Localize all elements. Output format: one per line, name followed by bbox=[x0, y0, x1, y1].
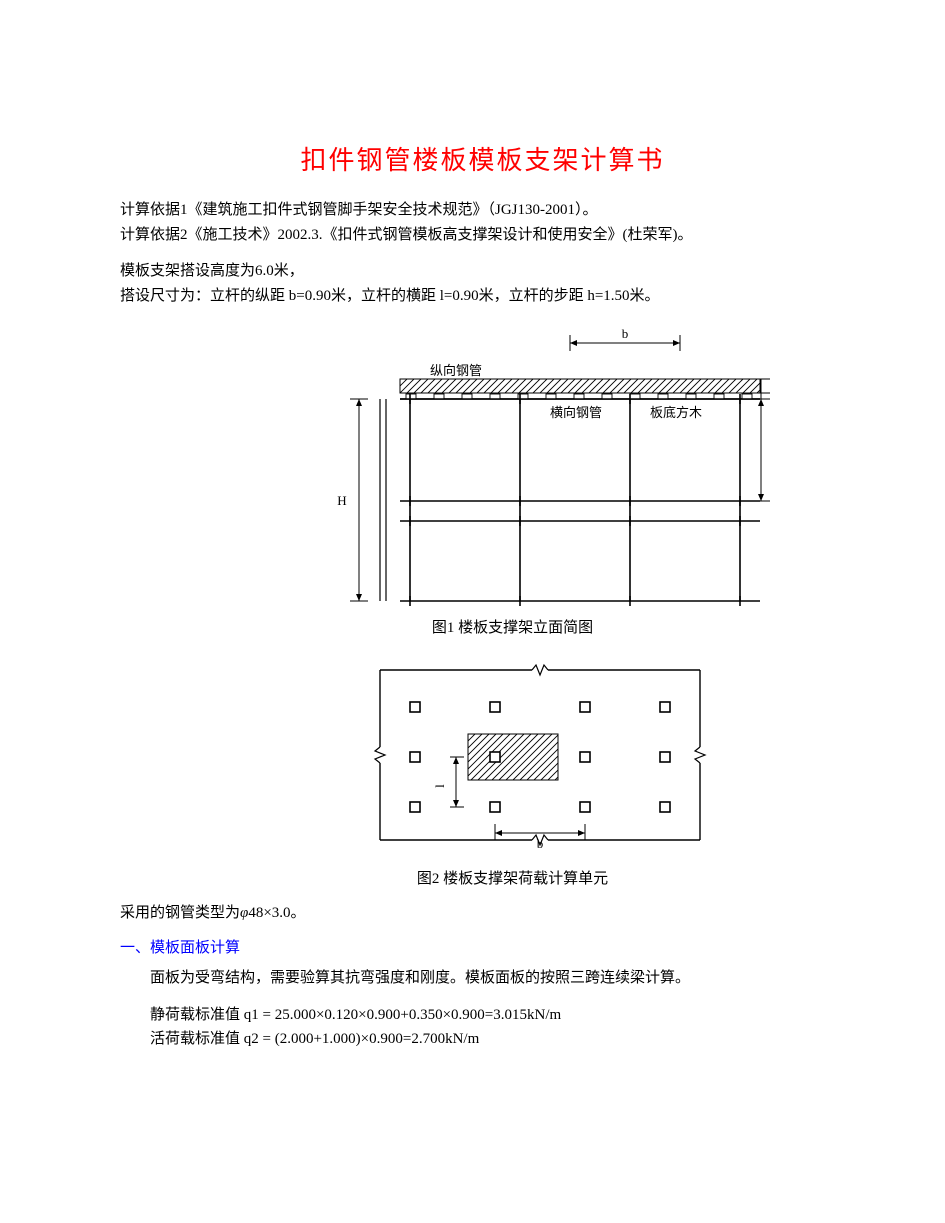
section-1-heading: 一、模板面板计算 bbox=[120, 937, 845, 960]
section-1-q2: 活荷载标准值 q2 = (2.000+1.000)×0.900=2.700kN/… bbox=[150, 1028, 845, 1051]
page-title: 扣件钢管楼板模板支架计算书 bbox=[120, 140, 845, 177]
pipe-type: 采用的钢管类型为φ48×3.0。 bbox=[120, 902, 845, 925]
pipe-suffix: 48×3.0。 bbox=[248, 905, 305, 921]
svg-text:b: b bbox=[537, 836, 544, 851]
figure-1-caption: 图1 楼板支撑架立面简图 bbox=[180, 617, 845, 640]
figure-2: bl bbox=[340, 652, 845, 862]
height-line: 模板支架搭设高度为6.0米， bbox=[120, 260, 845, 283]
basis-1: 计算依据1《建筑施工扣件式钢管脚手架安全技术规范》（JGJ130-2001）。 bbox=[120, 199, 845, 222]
svg-text:横向钢管: 横向钢管 bbox=[550, 405, 602, 420]
svg-text:l: l bbox=[432, 783, 447, 787]
section-1-p1: 面板为受弯结构，需要验算其抗弯强度和刚度。模板面板的按照三跨连续梁计算。 bbox=[150, 967, 845, 990]
dims-line: 搭设尺寸为：立杆的纵距 b=0.90米，立杆的横距 l=0.90米，立杆的步距 … bbox=[120, 285, 845, 308]
figure-1: b纵向钢管横向钢管板底方木HDah bbox=[290, 321, 845, 611]
svg-text:b: b bbox=[622, 326, 629, 341]
svg-text:H: H bbox=[337, 493, 346, 508]
svg-text:纵向钢管: 纵向钢管 bbox=[430, 363, 482, 378]
figure-2-caption: 图2 楼板支撑架荷载计算单元 bbox=[180, 868, 845, 891]
basis-2: 计算依据2《施工技术》2002.3.《扣件式钢管模板高支撑架设计和使用安全》(杜… bbox=[120, 224, 845, 247]
pipe-prefix: 采用的钢管类型为 bbox=[120, 905, 240, 921]
dims-block: 模板支架搭设高度为6.0米， 搭设尺寸为：立杆的纵距 b=0.90米，立杆的横距… bbox=[120, 260, 845, 307]
svg-text:板底方木: 板底方木 bbox=[650, 405, 702, 420]
section-1-q1: 静荷载标准值 q1 = 25.000×0.120×0.900+0.350×0.9… bbox=[150, 1004, 845, 1027]
basis-block: 计算依据1《建筑施工扣件式钢管脚手架安全技术规范》（JGJ130-2001）。 … bbox=[120, 199, 845, 246]
